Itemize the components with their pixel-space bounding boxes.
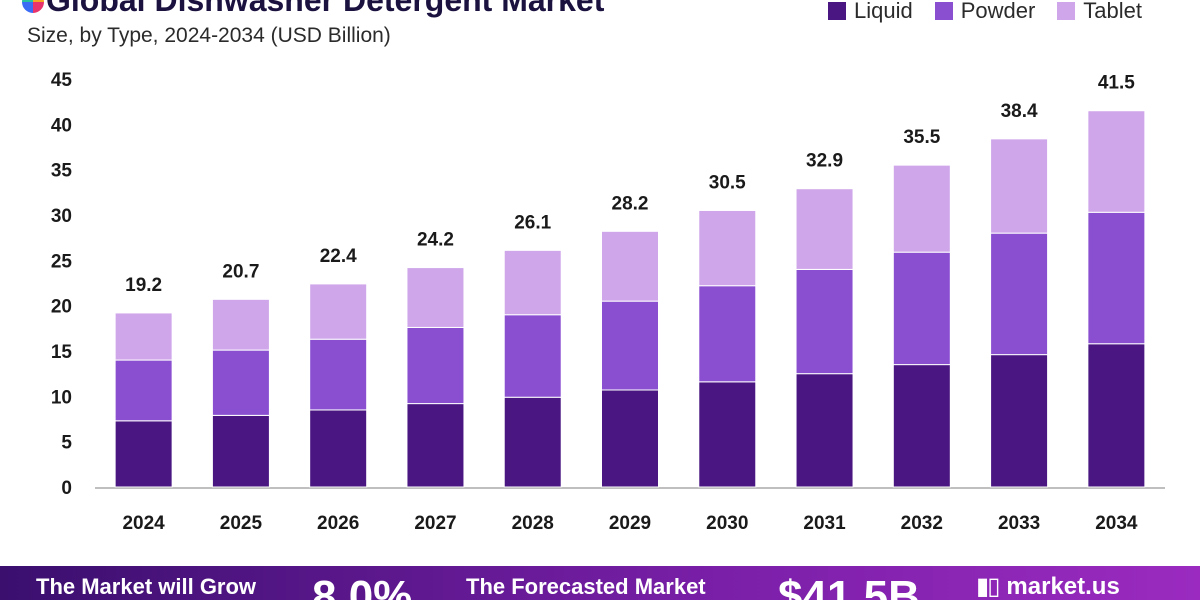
bar-total-label: 20.7 [222, 261, 259, 282]
globe-logo-icon [22, 0, 44, 13]
bar-tablet [211, 298, 270, 351]
x-tick-label: 2030 [706, 513, 748, 534]
bar-tablet [601, 230, 659, 302]
y-tick-label: 25 [51, 251, 73, 272]
bar-liquid [309, 409, 368, 488]
banner-grow-text: The Market will Grow [36, 574, 257, 599]
bar-total-label: 41.5 [1098, 73, 1135, 94]
x-tick-label: 2026 [317, 513, 359, 534]
bar-total-label: 32.9 [806, 151, 843, 172]
legend-swatch-tablet [1057, 2, 1076, 20]
chart-subtitle: Size, by Type, 2024-2034 (USD Billion) [27, 24, 391, 47]
bar-tablet [309, 283, 368, 340]
bar-chart-logo-icon: ▮▯ [976, 573, 1000, 600]
bar-liquid [503, 396, 562, 488]
bar-liquid [406, 403, 465, 488]
x-tick-label: 2034 [1095, 513, 1138, 534]
legend-label-powder: Powder [960, 0, 1036, 23]
bar-tablet [990, 138, 1049, 234]
legend-item-tablet: Tablet [1057, 0, 1142, 24]
chart-title: Global Dishwasher Detergent Market [22, 0, 604, 19]
bar-total-label: 38.4 [1001, 101, 1038, 122]
bar-total-label: 28.2 [612, 193, 649, 214]
bar-tablet [795, 188, 854, 270]
stacked-bar-chart: 05101520253035404519.2202420.7202522.420… [51, 70, 1165, 534]
x-tick-label: 2033 [998, 513, 1040, 534]
bar-total-label: 22.4 [320, 246, 357, 267]
y-tick-label: 45 [51, 70, 73, 91]
bar-liquid [1087, 343, 1146, 488]
bar-liquid [601, 389, 659, 488]
banner-forecast-text: The Forecasted Market [466, 574, 706, 599]
bar-liquid [795, 373, 854, 488]
bar-liquid [990, 354, 1049, 488]
banner-cagr-value: 8.0% [312, 572, 413, 600]
y-tick-label: 10 [51, 387, 72, 408]
bar-liquid [211, 414, 270, 488]
y-tick-label: 15 [51, 342, 73, 363]
brand-logo: ▮▯ market.us [976, 572, 1120, 600]
summary-banner: The Market will Grow 8.0% The Forecasted… [0, 566, 1200, 600]
bar-powder [990, 232, 1049, 356]
bar-total-label: 19.2 [125, 275, 162, 296]
bar-tablet [892, 164, 951, 253]
bar-powder [892, 251, 951, 366]
bar-powder [1087, 211, 1146, 345]
x-tick-label: 2031 [803, 513, 846, 534]
x-tick-label: 2025 [220, 513, 263, 534]
legend-swatch-liquid [827, 2, 846, 20]
y-tick-label: 20 [51, 297, 72, 318]
bar-total-label: 26.1 [514, 212, 551, 233]
chart-legend: Liquid Powder Tablet [827, 0, 1142, 24]
legend-swatch-powder [934, 2, 953, 20]
bar-liquid [114, 420, 173, 488]
legend-label-liquid: Liquid [853, 0, 913, 23]
bar-tablet [114, 312, 173, 361]
x-tick-label: 2027 [414, 513, 456, 534]
legend-label-tablet: Tablet [1083, 0, 1142, 23]
legend-item-liquid: Liquid [827, 0, 913, 24]
bar-powder [406, 326, 465, 405]
bar-tablet [1087, 110, 1146, 213]
bar-powder [795, 268, 854, 375]
bar-tablet [698, 209, 757, 287]
x-tick-label: 2028 [512, 513, 554, 534]
bar-powder [114, 359, 173, 422]
y-tick-label: 5 [61, 433, 72, 454]
bar-total-label: 30.5 [709, 172, 746, 193]
legend-item-powder: Powder [934, 0, 1036, 24]
bar-tablet [406, 267, 465, 328]
bar-liquid [892, 364, 951, 488]
bar-total-label: 35.5 [903, 127, 940, 148]
bar-liquid [698, 381, 757, 488]
x-tick-label: 2029 [609, 513, 651, 534]
bar-powder [503, 314, 562, 398]
bar-powder [601, 300, 659, 391]
bar-powder [309, 338, 368, 411]
y-tick-label: 30 [51, 206, 72, 227]
bar-powder [211, 349, 270, 416]
banner-forecast-value: $41.5B [778, 572, 920, 600]
chart-title-text: Global Dishwasher Detergent Market [46, 0, 605, 18]
x-tick-label: 2032 [901, 513, 943, 534]
bar-total-label: 24.2 [417, 230, 454, 251]
y-tick-label: 0 [61, 478, 72, 499]
x-tick-label: 2024 [122, 513, 165, 534]
bar-powder [698, 285, 757, 383]
y-tick-label: 35 [51, 161, 73, 182]
y-tick-label: 40 [51, 115, 72, 136]
brand-name: market.us [1006, 572, 1120, 600]
bar-tablet [503, 249, 562, 316]
